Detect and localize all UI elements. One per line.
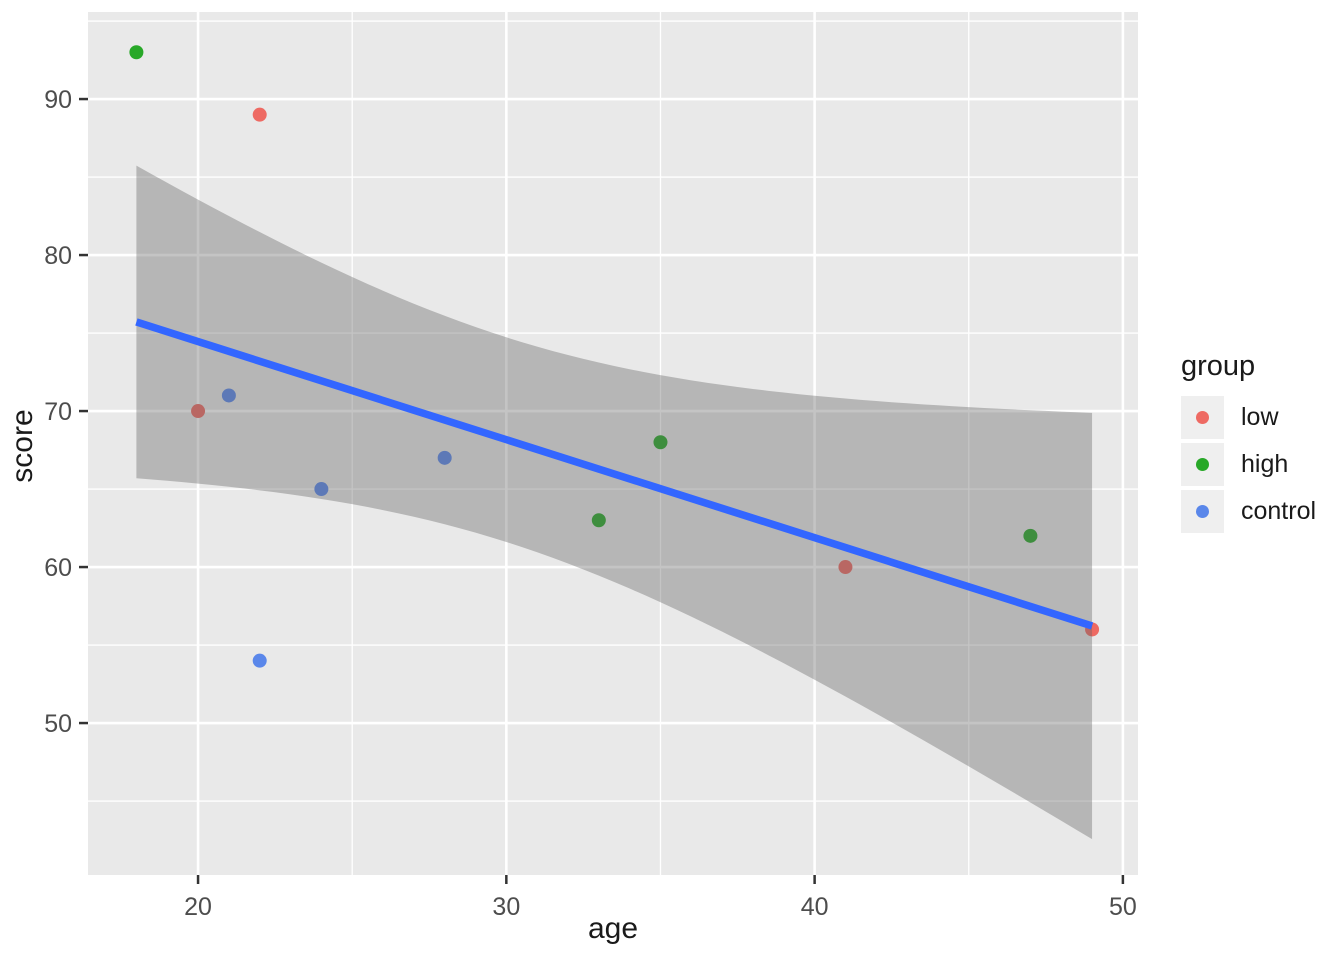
x-tick-label: 40 (801, 893, 829, 921)
panel-background (88, 12, 1138, 875)
y-axis-title: score (6, 409, 39, 483)
x-tick-label: 50 (1109, 893, 1137, 921)
legend-dot-control-icon (1196, 505, 1209, 518)
data-point-control (221, 388, 236, 403)
data-point-low (191, 404, 206, 419)
confidence-band (136, 165, 1093, 840)
legend-label-low: low (1241, 403, 1279, 431)
y-tick-label: 60 (44, 554, 72, 582)
y-tick-label: 70 (44, 398, 72, 426)
legend-dot-low-icon (1196, 411, 1209, 424)
data-point-control (252, 653, 267, 668)
legend-item-high: high (1181, 443, 1316, 486)
legend-item-control: control (1181, 490, 1316, 533)
legend-label-control: control (1241, 497, 1317, 525)
x-axis-title: age (587, 912, 639, 945)
legend-key-control (1181, 490, 1224, 533)
data-point-high (591, 513, 606, 528)
legend-key-high (1181, 443, 1224, 486)
legend-title: group (1181, 350, 1256, 382)
data-point-high (1023, 528, 1038, 543)
legend: group low high control (1181, 350, 1316, 537)
y-tick-label: 90 (44, 86, 72, 114)
legend-label-high: high (1241, 450, 1289, 478)
legend-item-low: low (1181, 396, 1316, 439)
data-point-control (437, 450, 452, 465)
data-point-low (838, 560, 853, 575)
data-point-control (314, 482, 329, 497)
legend-dot-high-icon (1196, 458, 1209, 471)
x-tick-label: 20 (184, 893, 212, 921)
x-tick-label: 30 (492, 893, 520, 921)
legend-key-low (1181, 396, 1224, 439)
data-point-high (653, 435, 668, 450)
data-point-low (252, 107, 267, 122)
regression-line (135, 318, 1094, 630)
y-tick-label: 80 (44, 242, 72, 270)
data-point-high (129, 45, 144, 60)
y-tick-label: 50 (44, 710, 72, 738)
